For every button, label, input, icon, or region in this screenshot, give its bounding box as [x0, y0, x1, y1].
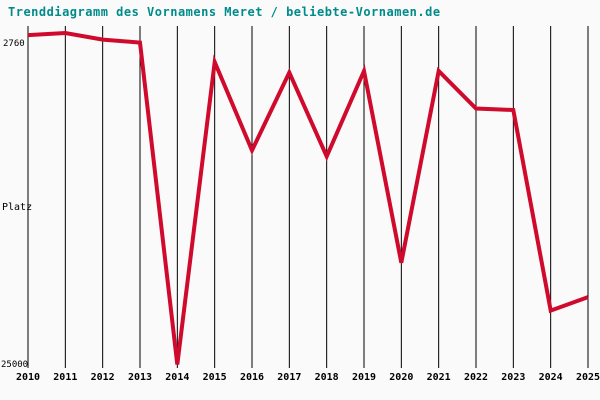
gridlines	[27, 26, 589, 368]
y-axis-min-label: 25000	[1, 360, 29, 370]
chart-title: Trenddiagramm des Vornamens Meret / beli…	[8, 5, 441, 19]
trend-line	[27, 30, 589, 365]
y-axis-title: Platz	[2, 202, 33, 213]
y-axis-max-label: 2760	[3, 39, 25, 49]
